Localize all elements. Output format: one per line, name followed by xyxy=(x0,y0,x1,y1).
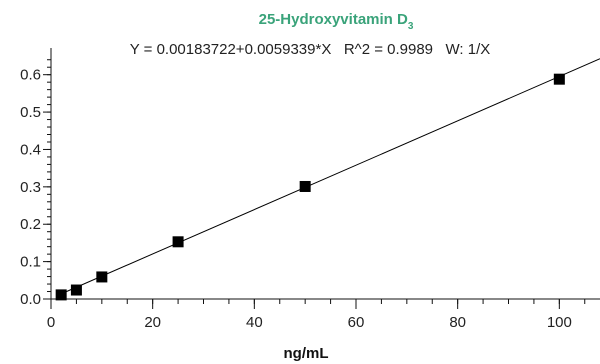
y-tick-label: 0.0 xyxy=(20,291,41,308)
data-point xyxy=(172,236,184,248)
data-point xyxy=(96,271,108,283)
y-tick-label: 0.2 xyxy=(20,216,41,233)
chart-title-subscript: 3 xyxy=(408,21,414,32)
x-tick-label: 100 xyxy=(547,314,572,331)
data-point xyxy=(553,73,565,85)
x-tick-label: 80 xyxy=(449,314,466,331)
chart-subtitle: Y = 0.00183722+0.0059339*X R^2 = 0.9989 … xyxy=(130,41,491,58)
y-tick-label: 0.6 xyxy=(20,67,41,84)
data-point xyxy=(70,284,82,296)
x-tick-label: 40 xyxy=(246,314,263,331)
regression-line xyxy=(58,58,600,296)
chart-title: 25-Hydroxyvitamin D3 xyxy=(259,11,414,32)
y-tick-label: 0.4 xyxy=(20,141,41,158)
chart-title-main: 25-Hydroxyvitamin D xyxy=(259,11,408,28)
x-tick-label: 60 xyxy=(348,314,365,331)
y-tick-label: 0.5 xyxy=(20,104,41,121)
data-point xyxy=(55,289,67,301)
axes: 0.0 0.1 0.2 0.3 0.4 0.5 0.6 0 20 40 60 80 100 xyxy=(20,48,600,331)
fit-line-layer xyxy=(58,58,600,296)
data-points xyxy=(55,73,565,301)
x-tick-label: 20 xyxy=(144,314,161,331)
data-point xyxy=(299,180,311,192)
y-tick-label: 0.1 xyxy=(20,254,41,271)
x-axis-label: ng/mL xyxy=(284,345,329,362)
y-tick-label: 0.3 xyxy=(20,179,41,196)
x-tick-label: 0 xyxy=(47,314,55,331)
